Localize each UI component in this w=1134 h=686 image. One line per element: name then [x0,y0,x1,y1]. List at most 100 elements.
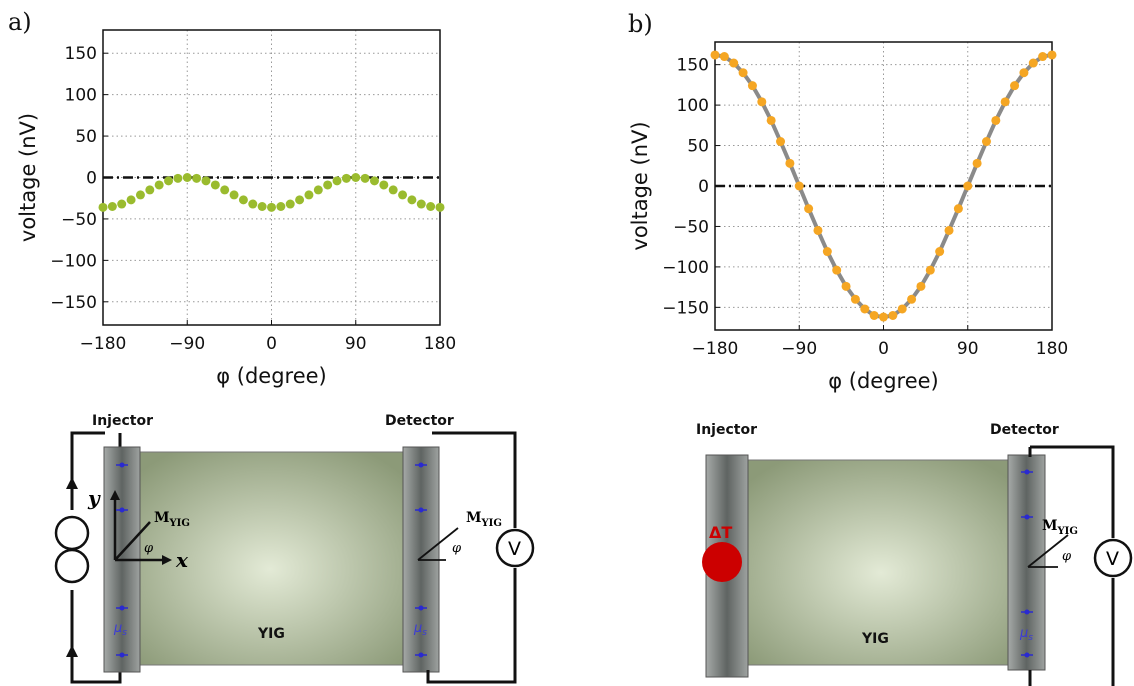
x-axis-label: x [175,548,189,572]
x-axis-label: φ (degree) [828,369,939,393]
data-point [1028,58,1038,68]
y-tick-label: 100 [65,86,97,106]
detector-label: Detector [990,422,1059,438]
subscript: s [122,628,127,638]
wire [426,431,517,684]
angle-label: φ [1062,549,1072,564]
data-point [832,265,842,275]
spin-dot [1024,652,1030,658]
diagram-b: ΔT Injector Detector YIG MYIG φ μs V [696,422,1133,686]
data-point [341,173,351,183]
symbol: μ [413,621,422,636]
data-point [388,185,398,195]
data-point [1000,97,1010,107]
data-point [182,173,192,182]
data-point [776,137,786,147]
data-point [907,294,917,304]
data-point [972,158,982,168]
plot-frame [102,29,441,326]
data-point [888,310,898,320]
data-point [757,97,767,107]
magnetization-arrow [417,527,459,561]
data-point [379,180,389,190]
data-point [1047,50,1057,60]
data-point [944,225,954,235]
material-label: YIG [861,631,889,647]
data-point [117,199,127,209]
spin-dot [418,462,424,468]
spin-dot [119,462,125,468]
spin-dot [119,507,125,513]
x-axis-label: φ (degree) [216,364,327,388]
data-point [257,202,267,212]
data-point [201,176,211,186]
detector-bar [1007,454,1046,671]
axes [113,497,165,562]
y-tick-label: −150 [662,298,709,318]
material-label: YIG [257,626,285,642]
x-tick-label: −180 [692,339,739,359]
data-point [860,304,870,314]
data-point [426,202,436,212]
voltmeter-label: V [1106,548,1119,570]
heat-source [702,542,742,582]
plot-frame [714,41,1053,331]
data-point [766,115,776,125]
y-tick-label: −50 [673,217,709,237]
subscript: s [422,628,427,638]
data-point [991,115,1001,125]
data-point [435,202,445,212]
data-point [850,294,860,304]
x-tick-label: 90 [957,339,979,359]
current-source [54,548,90,584]
data-point [304,190,314,200]
data-point [192,173,202,183]
spin-label: μs [1019,626,1033,643]
voltmeter [495,528,535,568]
magnetization-arrow [1027,534,1069,568]
y-tick-label: 100 [677,96,709,116]
yig-slab [129,451,411,666]
y-tick-label: −50 [61,210,97,230]
y-tick-label: 0 [86,169,97,189]
data-point [963,181,973,191]
y-tick-label: −150 [50,293,97,313]
x-tick-label: −180 [80,334,127,354]
data-point [135,190,145,200]
spin-dot [418,605,424,611]
wire [1028,445,1115,686]
chart: a) −150 −100 −50 0 50 100 150 −180 −90 0 90 180 φ (de… [8,8,456,388]
heat-label: ΔT [709,523,732,542]
detector-label: Detector [385,413,454,429]
data-point [738,68,748,78]
symbol: M [154,510,170,526]
data-point [220,185,230,195]
angle-label: φ [452,541,462,556]
data-point [935,247,945,257]
spin-label: μs [413,621,427,638]
data-point [107,202,117,212]
y-axis-label: voltage (nV) [628,121,652,250]
y-tick-label: −100 [50,251,97,271]
data-point [360,173,370,183]
data-point [248,199,258,209]
data-point [841,281,851,291]
data-point [897,304,907,314]
magnetization-label: MYIG [466,510,502,529]
data-point [173,173,183,183]
data-point [407,195,417,205]
data-point [869,310,879,320]
x-tick-label: 0 [878,339,889,359]
data-point [276,202,286,212]
panel-label: a) [8,8,32,36]
injector-label: Injector [696,422,757,438]
data-point [154,180,164,190]
data-point [981,137,991,147]
current-source [54,515,90,551]
data-point [813,225,823,235]
data-point [126,195,136,205]
symbol: μ [113,621,122,636]
magnetization-label: MYIG [1042,518,1078,537]
arrowhead [110,490,172,565]
data-point [313,185,323,195]
